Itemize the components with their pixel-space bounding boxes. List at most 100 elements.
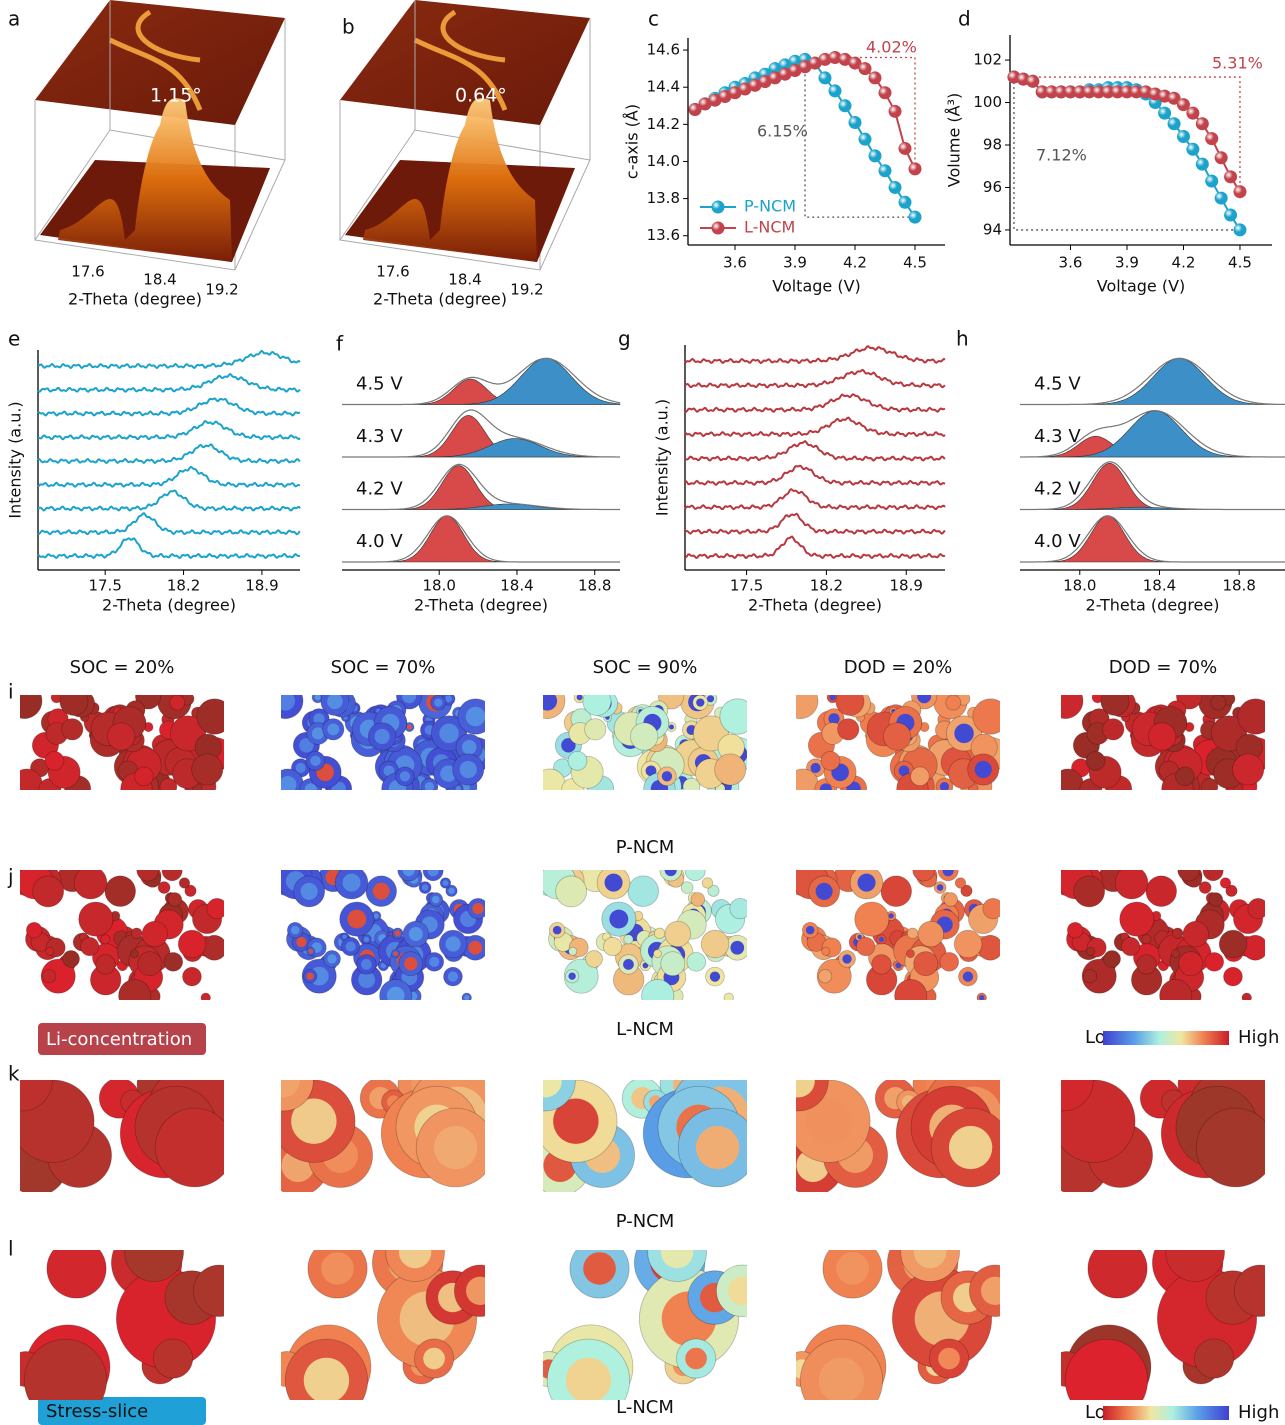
particle	[1101, 687, 1129, 715]
spectrum-trace	[685, 466, 945, 485]
data-point	[909, 211, 922, 224]
particle	[685, 861, 705, 881]
particle	[906, 950, 914, 958]
data-point	[869, 71, 882, 84]
spectrum-trace	[38, 445, 300, 463]
annotation: 6.15%	[757, 122, 808, 141]
y-tick-label: 96	[983, 178, 1002, 196]
x-tick-label: 18.0	[1063, 577, 1096, 595]
column-header: DOD = 20%	[844, 657, 952, 678]
particle-core	[346, 941, 356, 951]
particle	[630, 723, 658, 751]
particle-core	[422, 884, 429, 891]
y-axis-label: c-axis (Å)	[623, 104, 642, 179]
particle-core	[460, 761, 477, 778]
column-header: SOC = 20%	[70, 657, 175, 678]
voltage-label: 4.3 V	[1034, 426, 1081, 447]
particle	[701, 930, 729, 958]
particle-core	[448, 971, 458, 981]
particle-core	[301, 883, 318, 900]
particle	[1172, 928, 1183, 939]
particle-core	[462, 740, 477, 755]
x-tick-label: 4.5	[903, 254, 927, 272]
data-point	[1224, 209, 1237, 222]
particle	[62, 719, 83, 740]
x-tick-label: 19.2	[510, 281, 543, 299]
particle	[787, 769, 818, 800]
tag-label: Stress-slice	[46, 1401, 148, 1422]
legend-high: High	[1238, 1027, 1279, 1048]
particle	[654, 928, 665, 939]
data-point	[1158, 107, 1171, 120]
particle-core	[393, 951, 397, 955]
particle	[1166, 1223, 1225, 1282]
y-tick-label: 94	[983, 220, 1002, 238]
voltage-label: 4.0 V	[356, 531, 403, 552]
particle	[913, 859, 935, 881]
particle-core	[710, 971, 720, 981]
spectrum-trace	[685, 489, 945, 509]
spectrum-trace	[38, 538, 300, 558]
data-point	[849, 116, 862, 129]
particle	[872, 955, 892, 975]
data-point	[859, 133, 872, 146]
particle-core	[661, 1236, 693, 1268]
particle	[836, 687, 864, 715]
particle	[1201, 778, 1218, 795]
panel-letter: h	[956, 327, 969, 351]
particle-core	[669, 724, 674, 729]
x-axis-label: 2-Theta (degree)	[373, 290, 507, 309]
x-tick-label: 4.5	[1228, 254, 1252, 272]
data-point	[1196, 117, 1209, 130]
particle	[687, 952, 706, 971]
annotation: 5.31%	[1212, 54, 1263, 73]
particle	[1148, 723, 1176, 751]
particle-core	[940, 782, 949, 791]
x-tick-label: 19.2	[205, 281, 238, 299]
column-header: SOC = 70%	[331, 657, 436, 678]
voltage-label: 4.5 V	[1034, 374, 1081, 395]
particle-core	[538, 691, 557, 710]
voltage-label: 4.5 V	[356, 374, 403, 395]
x-tick-label: 18.4	[1143, 577, 1176, 595]
particle-core	[347, 910, 366, 929]
x-tick-label: 3.6	[1059, 254, 1083, 272]
particle	[583, 687, 611, 715]
particle	[1220, 878, 1230, 888]
x-tick-label: 17.6	[71, 263, 104, 281]
x-axis-label: Voltage (V)	[1097, 277, 1186, 296]
particle	[1203, 861, 1223, 881]
legend-label: P-NCM	[744, 197, 796, 216]
particle-core	[439, 724, 458, 743]
data-point	[1215, 151, 1228, 164]
particle	[955, 878, 965, 888]
x-axis-label: 2-Theta (degree)	[414, 596, 548, 615]
particle	[1120, 902, 1154, 936]
particle-core	[466, 707, 485, 726]
particle-core	[373, 883, 390, 900]
particle	[914, 952, 938, 976]
y-axis-label: Volume (Å³)	[945, 93, 964, 187]
particle-core	[943, 865, 954, 876]
particle	[586, 950, 603, 967]
particle-core	[445, 936, 460, 951]
particle	[80, 937, 98, 955]
voltage-label: 4.2 V	[1034, 479, 1081, 500]
particle-core	[308, 949, 313, 954]
particle-core	[343, 874, 361, 892]
simulation-image	[1048, 683, 1274, 804]
particle-core	[816, 883, 833, 900]
row-label: L-NCM	[616, 1019, 674, 1040]
spectrum-trace	[38, 421, 300, 439]
particle-core	[276, 691, 295, 710]
particle-core	[728, 1277, 756, 1305]
particle-core	[472, 903, 483, 914]
x-tick-label: 18.4	[448, 271, 481, 289]
particle	[818, 969, 831, 982]
series-line	[695, 57, 915, 168]
particle	[1178, 859, 1200, 881]
particle	[1033, 1051, 1093, 1111]
particle	[1086, 751, 1105, 770]
particle-core	[696, 698, 704, 706]
particle	[883, 723, 911, 751]
